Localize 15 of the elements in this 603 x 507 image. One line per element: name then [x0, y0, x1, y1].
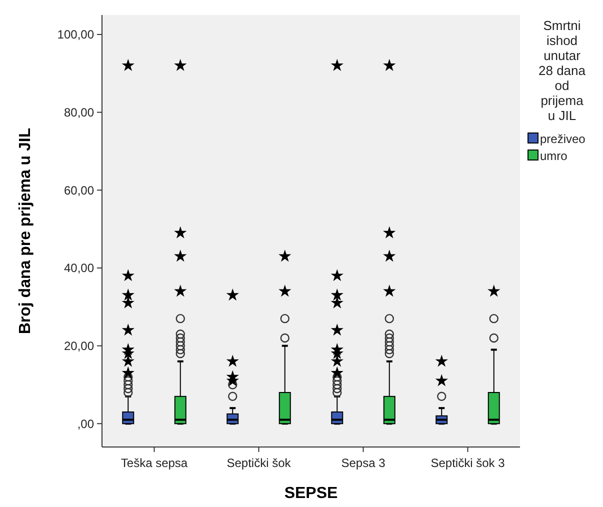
x-tick-label: Septički šok 3 — [430, 456, 506, 470]
x-axis-title: SEPSE — [284, 485, 338, 502]
legend-title: Smrtni ishod unutar 28 dana od prijema u JIL — [538, 18, 586, 123]
x-tick-label: Septički šok — [226, 456, 292, 470]
y-tick-label: 20,00 — [64, 339, 94, 354]
x-tick-label: Teška sepsa — [120, 456, 188, 470]
legend-label: umro — [540, 149, 568, 164]
x-tick-label: Sepsa 3 — [341, 456, 386, 470]
y-tick-label: 100,00 — [57, 28, 94, 42]
y-tick-label: 60,00 — [64, 183, 94, 198]
y-tick-label: ,00 — [77, 416, 94, 431]
y-axis-title: Broj dana pre prijema u JIL — [17, 128, 34, 334]
y-tick-label: 80,00 — [64, 105, 94, 120]
legend-label: preživeo — [540, 132, 586, 146]
y-tick-label: 40,00 — [64, 261, 94, 276]
